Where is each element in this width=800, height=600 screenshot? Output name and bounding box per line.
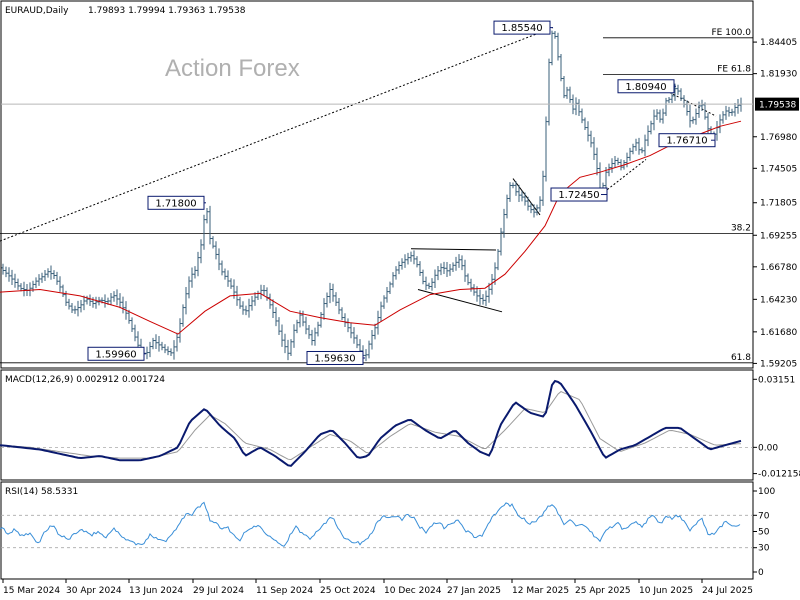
chart-symbol: EURAUD,Daily [5, 6, 69, 16]
price-axis-label: 1.84405 [760, 38, 797, 48]
time-axis-label: 25 Oct 2024 [320, 586, 376, 596]
time-axis-label: 10 Jun 2025 [639, 586, 693, 596]
fibonacci-levels: FE 100.0 FE 61.8 38.2 61.8 [0, 28, 753, 364]
fib-level-label: 61.8 [731, 353, 751, 363]
time-axis-label: 30 Apr 2024 [66, 586, 122, 596]
price-label-text: 1.59630 [314, 353, 355, 364]
trend-lines [0, 27, 717, 313]
price-axis-label: 1.74505 [760, 164, 797, 174]
trend-line [600, 159, 647, 195]
fib-level-label: 38.2 [731, 223, 751, 233]
price-bars [1, 30, 743, 362]
time-axis-label: 13 Jun 2024 [129, 586, 183, 596]
price-axis-label: 1.76980 [760, 133, 797, 143]
time-axis: 15 Mar 2024 30 Apr 2024 13 Jun 2024 29 Jul … [2, 579, 753, 596]
time-axis-label: 12 Mar 2025 [512, 586, 569, 596]
trend-line [417, 289, 503, 313]
fib-level-label: FE 61.8 [717, 65, 751, 75]
time-axis-label: 24 Jul 2025 [702, 586, 753, 596]
time-axis-label: 15 Mar 2024 [3, 586, 60, 596]
trend-line [665, 90, 717, 117]
rsi-panel-frame [0, 481, 754, 580]
rsi-title: RSI(14) 58.5331 [5, 487, 78, 497]
rsi-axis-label: 100 [758, 487, 775, 497]
price-labels: 1.85540 1.80940 1.76710 1.72450 1.71800 1.599… [87, 20, 716, 365]
price-axis-label: 1.59205 [760, 359, 797, 369]
trend-line [512, 178, 541, 216]
macd-axis-label: 0.00 [758, 443, 778, 453]
price-axis-label: 1.71805 [760, 199, 797, 209]
macd-panel-frame [0, 369, 754, 481]
price-axis-label: 1.64230 [760, 295, 797, 305]
time-axis-label: 29 Jul 2024 [193, 586, 244, 596]
trend-line [0, 27, 554, 242]
price-axis-label: 1.61680 [760, 328, 797, 338]
fib-level-label: FE 100.0 [712, 28, 752, 38]
current-price: 1.79538 [1, 97, 799, 111]
time-axis-label: 25 Apr 2025 [575, 586, 631, 596]
price-label-text: 1.80940 [625, 82, 666, 93]
macd-panel: 0.03151 0.00 -0.012158 [0, 375, 800, 480]
chart-ohlc: 1.79893 1.79994 1.79363 1.79538 [88, 6, 246, 16]
current-price-text: 1.79538 [759, 101, 796, 111]
rsi-panel: 100 70 50 30 0 [0, 487, 775, 578]
price-axis-label: 1.81930 [760, 70, 797, 80]
sma-line [0, 120, 742, 335]
rsi-axis-label: 70 [758, 511, 770, 521]
macd-axis-label: 0.03151 [758, 375, 795, 385]
price-label-text: 1.85540 [501, 23, 542, 34]
rsi-axis-label: 0 [758, 568, 764, 578]
rsi-line [0, 501, 741, 547]
macd-axis-label: -0.012158 [758, 470, 800, 480]
price-label-text: 1.71800 [155, 198, 196, 209]
price-label-text: 1.59960 [95, 349, 136, 360]
macd-line [0, 379, 742, 467]
watermark: Action Forex [165, 55, 300, 82]
price-label-text: 1.72450 [558, 190, 599, 201]
price-label-text: 1.76710 [666, 136, 707, 147]
price-axis-label: 1.66780 [760, 263, 797, 273]
price-axis: 1.84405 1.81930 1.76980 1.74505 1.71805 1.692… [753, 38, 797, 369]
trend-line [410, 248, 497, 251]
time-axis-label: 27 Jan 2025 [447, 586, 501, 596]
moving-average [0, 120, 742, 335]
price-axis-label: 1.69255 [760, 231, 797, 241]
price-panel-frame [0, 0, 754, 369]
macd-title: MACD(12,26,9) 0.002912 0.001724 [5, 375, 165, 385]
rsi-axis-label: 50 [758, 528, 770, 538]
current-price-badge [755, 97, 799, 111]
time-axis-label: 10 Dec 2024 [384, 586, 442, 596]
time-axis-label: 11 Sep 2024 [256, 586, 313, 596]
rsi-axis-label: 30 [758, 544, 770, 554]
